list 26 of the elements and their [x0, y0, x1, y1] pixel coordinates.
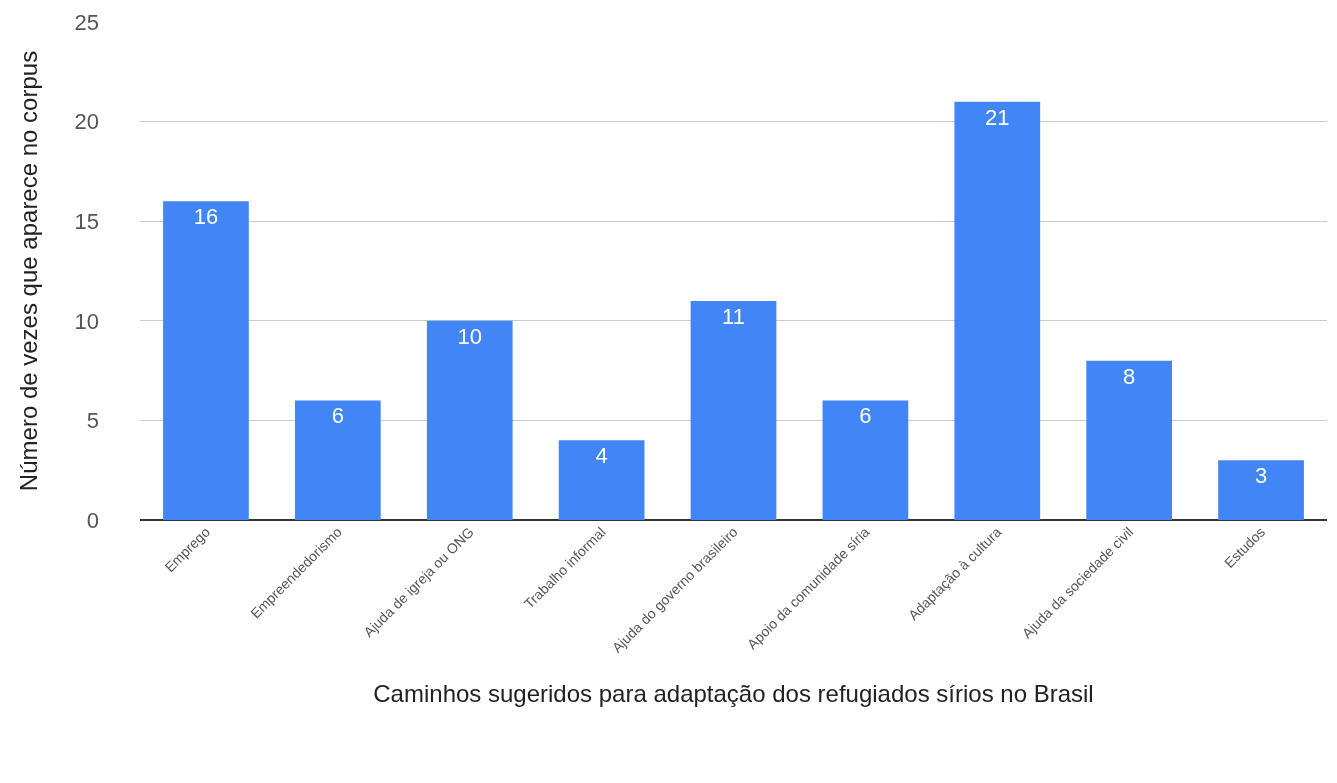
bar [1218, 460, 1304, 520]
bar [954, 101, 1041, 520]
x-axis-title: Caminhos sugeridos para adaptação dos refugiados sírios no Brasil [373, 679, 1094, 707]
data-label: 21 [985, 104, 1010, 130]
y-tick-label: 20 [74, 109, 99, 135]
y-tick-label: 5 [86, 408, 99, 434]
y-tick-label: 0 [86, 507, 99, 533]
y-axis-title: Número de vezes que aparece no corpus [14, 50, 42, 492]
bar [1086, 360, 1173, 520]
bar [163, 201, 249, 520]
data-label: 10 [457, 323, 482, 349]
data-label: 11 [722, 303, 745, 329]
bar [558, 440, 645, 520]
bar [690, 300, 777, 520]
data-label: 6 [331, 403, 344, 429]
bar [294, 400, 381, 520]
y-tick-label: 15 [74, 208, 99, 234]
y-tick-label: 10 [74, 308, 99, 334]
y-tick-label: 25 [74, 9, 99, 35]
data-label: 3 [1254, 463, 1268, 489]
data-label: 6 [859, 403, 872, 429]
data-label: 4 [595, 443, 608, 469]
data-label: 8 [1123, 363, 1136, 389]
bar [426, 320, 513, 520]
data-label: 16 [193, 204, 219, 230]
bar [822, 400, 909, 520]
